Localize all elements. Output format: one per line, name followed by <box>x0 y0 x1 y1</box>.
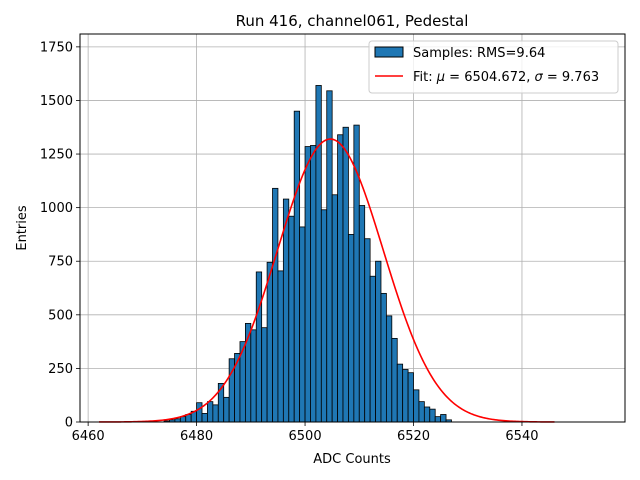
x-axis-label: ADC Counts <box>313 452 391 467</box>
fit-curve <box>98 138 555 423</box>
histogram-bar <box>413 389 420 423</box>
histogram-bar <box>402 369 409 423</box>
histogram-bar <box>272 187 279 423</box>
histogram-bar <box>440 414 447 423</box>
histogram-bar <box>326 90 333 423</box>
legend-box <box>368 40 619 94</box>
legend: Samples: RMS=9.64 Fit: μ = 6504.672, σ =… <box>368 40 619 94</box>
plot-frame <box>79 33 626 423</box>
histogram-bar <box>315 85 322 423</box>
histogram-bar <box>277 270 284 423</box>
histogram-bar <box>201 413 208 423</box>
histogram-bar <box>288 215 295 423</box>
histogram-bar <box>407 372 414 423</box>
histogram-bar <box>266 261 273 423</box>
histogram-bar <box>423 406 431 423</box>
legend-fit-label: Fit: μ = 6504.672, σ = 9.763 <box>413 70 599 85</box>
histogram-bar <box>320 209 328 423</box>
y-tick-label: 1750 <box>40 40 73 55</box>
x-tick-label: 6460 <box>72 429 105 444</box>
histogram-bar <box>255 271 263 423</box>
x-axis-ticks: 6460 6480 6500 6520 6540 <box>72 422 539 444</box>
histogram-bar <box>337 134 344 423</box>
histogram-bar <box>250 329 257 423</box>
histogram-bar <box>418 401 425 423</box>
histogram-bar <box>385 315 393 423</box>
histogram-bar <box>212 404 219 423</box>
histogram-bar <box>234 353 241 423</box>
histogram-bar <box>304 146 311 423</box>
histogram-bar <box>358 205 366 423</box>
histogram-bar <box>364 238 371 423</box>
y-tick-label: 1250 <box>40 148 73 163</box>
histogram-bars <box>163 85 452 423</box>
y-tick-label: 750 <box>48 255 73 270</box>
histogram-bar <box>207 401 214 423</box>
histogram-bar <box>391 337 398 423</box>
histogram-bar <box>380 292 387 423</box>
histogram-bar <box>342 126 349 423</box>
y-axis-ticks: 0 250 500 750 1000 1250 1500 1750 <box>40 40 80 431</box>
x-tick-label: 6500 <box>289 429 322 444</box>
histogram-bar <box>223 396 230 423</box>
y-tick-label: 1000 <box>40 201 73 216</box>
histogram-bar <box>369 275 376 423</box>
x-tick-label: 6520 <box>397 429 430 444</box>
y-tick-label: 250 <box>48 362 73 377</box>
x-tick-label: 6480 <box>180 429 213 444</box>
y-tick-label: 0 <box>65 416 73 431</box>
histogram-bar <box>261 327 268 423</box>
histogram-bar <box>434 416 442 423</box>
y-axis-label: Entries <box>15 205 30 251</box>
chart-title: Run 416, channel061, Pedestal <box>236 12 469 30</box>
histogram-bar <box>396 363 404 423</box>
legend-samples-label: Samples: RMS=9.64 <box>413 46 545 61</box>
histogram-bar <box>375 260 382 423</box>
histogram-bar <box>348 234 355 423</box>
histogram-bar <box>282 198 290 423</box>
y-tick-label: 500 <box>48 308 73 323</box>
x-tick-label: 6540 <box>505 429 538 444</box>
histogram-bar <box>196 402 203 423</box>
histogram-bar <box>299 226 306 423</box>
histogram-bar <box>293 110 301 423</box>
histogram-bar <box>331 194 338 423</box>
legend-samples-patch <box>374 46 404 58</box>
histogram-bar <box>310 145 317 423</box>
histogram-bar <box>429 408 436 423</box>
y-tick-label: 1500 <box>40 94 73 109</box>
